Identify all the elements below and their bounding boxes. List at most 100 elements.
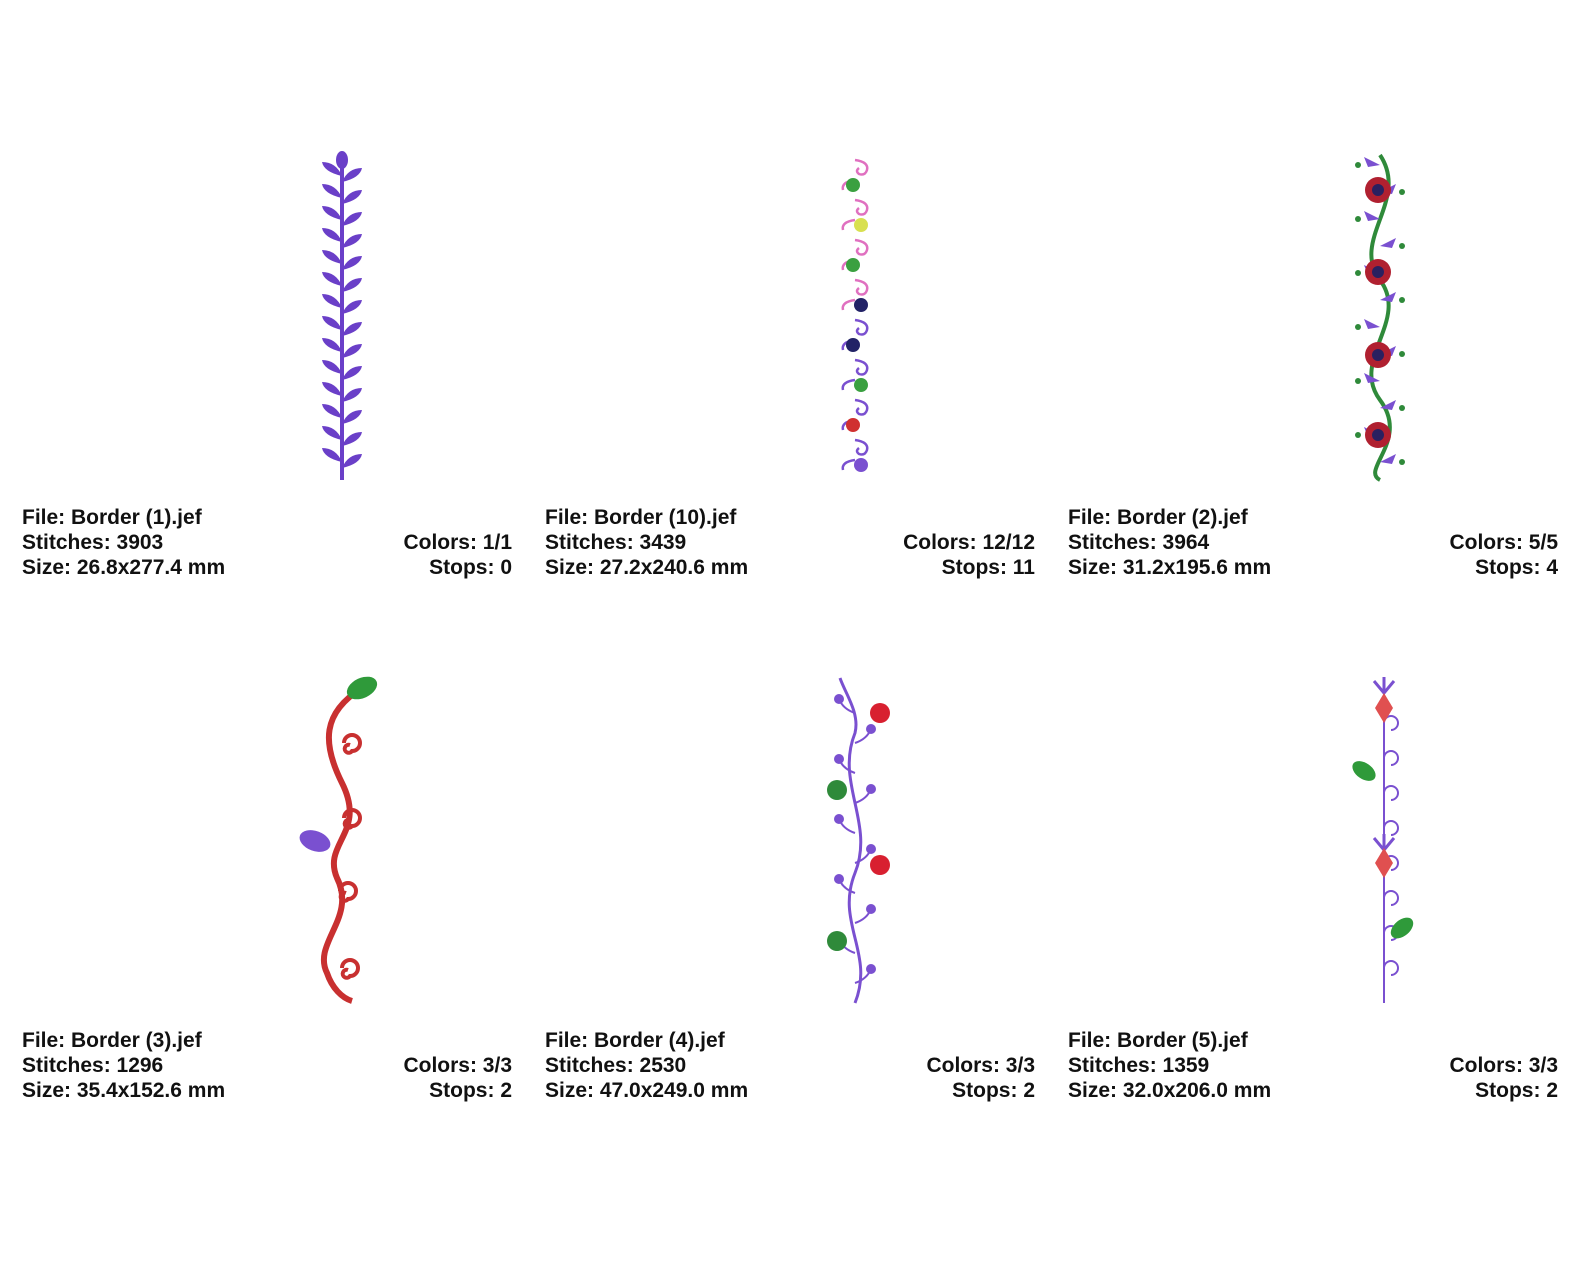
- leaf-shape: [342, 388, 362, 402]
- swirl-shape: [1383, 960, 1399, 976]
- leaf-shape: [1364, 319, 1380, 329]
- stop-count: Stops: 2: [1475, 1079, 1558, 1102]
- leaf-shape: [322, 228, 342, 242]
- berry-dot: [866, 844, 876, 854]
- color-count: Colors: 12/12: [903, 531, 1035, 554]
- leaf-shape: [342, 256, 362, 270]
- swirl-shape: [854, 318, 869, 336]
- swirl-shape: [854, 238, 869, 256]
- berry-dot: [866, 724, 876, 734]
- bead-dot: [846, 338, 860, 352]
- stitch-count: Stitches: 2530: [545, 1054, 687, 1077]
- stop-count: Stops: 2: [952, 1079, 1035, 1102]
- stitch-count: Stitches: 3903: [22, 531, 164, 554]
- bud-dot: [1399, 189, 1405, 195]
- bud-dot: [1355, 270, 1361, 276]
- swirl-shape: [854, 278, 869, 296]
- stitch-count: Stitches: 3439: [545, 531, 687, 554]
- leaf-shape: [342, 212, 362, 226]
- design-card-border-3[interactable]: File: Border (3).jef Stitches: 1296 Size…: [22, 673, 512, 1153]
- bud-dot: [1399, 351, 1405, 357]
- design-info: File: Border (5).jef Stitches: 1359 Size…: [1068, 1028, 1558, 1108]
- leaf-shape: [1380, 454, 1396, 464]
- leaf-shape: [342, 410, 362, 424]
- bead-dot: [846, 178, 860, 192]
- swirl-shape: [340, 958, 360, 980]
- leaf-shape: [322, 206, 342, 220]
- bead-dot: [854, 458, 868, 472]
- leaf-shape: [1380, 238, 1396, 248]
- stop-count: Stops: 2: [429, 1079, 512, 1102]
- berry-dot: [834, 694, 844, 704]
- leaf-shape: [322, 448, 342, 462]
- bead-dot: [846, 418, 860, 432]
- design-size: Size: 31.2x195.6 mm: [1068, 556, 1272, 579]
- leaf-shape: [342, 234, 362, 248]
- leaf-shape: [322, 250, 342, 264]
- leaf-shape: [342, 432, 362, 446]
- vine-stem: [838, 677, 863, 1004]
- file-name: File: Border (3).jef: [22, 1029, 202, 1052]
- swirl-shape: [854, 358, 869, 376]
- design-card-border-1[interactable]: File: Border (1).jef Stitches: 3903 Size…: [22, 150, 512, 630]
- leaf-shape: [322, 184, 342, 198]
- leaf-shape: [342, 344, 362, 358]
- stop-count: Stops: 4: [1475, 556, 1558, 579]
- leaf-shape: [322, 360, 342, 374]
- stop-count: Stops: 0: [429, 556, 512, 579]
- leaf-shape: [1364, 211, 1380, 221]
- leaf-shape: [1364, 373, 1380, 383]
- stitch-count: Stitches: 1359: [1068, 1054, 1210, 1077]
- file-name: File: Border (2).jef: [1068, 506, 1248, 529]
- design-size: Size: 35.4x152.6 mm: [22, 1079, 226, 1102]
- color-count: Colors: 3/3: [1449, 1054, 1558, 1077]
- stitch-count: Stitches: 1296: [22, 1054, 164, 1077]
- leaf-shape: [342, 300, 362, 314]
- swirl-shape: [854, 158, 869, 176]
- berry-dot: [866, 784, 876, 794]
- bead-dot: [854, 298, 868, 312]
- leaf-shape: [322, 338, 342, 352]
- design-info: File: Border (4).jef Stitches: 2530 Size…: [545, 1028, 1035, 1108]
- vine-stem: [320, 685, 364, 1004]
- bud-dot: [1355, 162, 1361, 168]
- berry-flower-vine-icon: [827, 677, 890, 1004]
- design-card-border-5[interactable]: File: Border (5).jef Stitches: 1359 Size…: [1068, 673, 1558, 1153]
- leaf-shape: [346, 676, 378, 700]
- red-swirl-vine-icon: [299, 676, 378, 1004]
- swirl-shape: [841, 298, 856, 311]
- swirl-shape: [841, 218, 856, 231]
- color-count: Colors: 3/3: [403, 1054, 512, 1077]
- leaf-shape: [342, 454, 362, 468]
- swirl-shape: [1383, 820, 1399, 836]
- design-card-border-4[interactable]: File: Border (4).jef Stitches: 2530 Size…: [545, 673, 1035, 1153]
- bud-dot: [1399, 297, 1405, 303]
- tulip-shape: [1372, 677, 1396, 696]
- swirl-shape: [338, 881, 358, 903]
- berry-dot: [834, 874, 844, 884]
- stop-count: Stops: 11: [941, 556, 1035, 579]
- red-flower: [870, 855, 890, 875]
- leaf-shape: [1364, 157, 1380, 167]
- leaf-shape: [322, 426, 342, 440]
- swirl-shape: [342, 808, 362, 830]
- leaf-shape: [1352, 761, 1376, 781]
- design-card-border-10[interactable]: File: Border (10).jef Stitches: 3439 Siz…: [545, 150, 1035, 630]
- swirl-dot-border-icon: [841, 158, 869, 472]
- bead-dot: [854, 218, 868, 232]
- leaf-shape: [1380, 400, 1396, 410]
- leaf-shape: [322, 162, 342, 176]
- vine-stem: [1369, 153, 1392, 482]
- leaf-shape: [342, 278, 362, 292]
- design-size: Size: 26.8x277.4 mm: [22, 556, 226, 579]
- bud-dot: [1399, 405, 1405, 411]
- file-name: File: Border (4).jef: [545, 1029, 725, 1052]
- color-count: Colors: 1/1: [403, 531, 512, 554]
- rose-center: [1372, 429, 1384, 441]
- rose-center: [1372, 184, 1384, 196]
- bead-dot: [854, 378, 868, 392]
- leaf-shape: [342, 190, 362, 204]
- leaf-shape: [322, 382, 342, 396]
- design-card-border-2[interactable]: File: Border (2).jef Stitches: 3964 Size…: [1068, 150, 1558, 630]
- design-size: Size: 47.0x249.0 mm: [545, 1079, 749, 1102]
